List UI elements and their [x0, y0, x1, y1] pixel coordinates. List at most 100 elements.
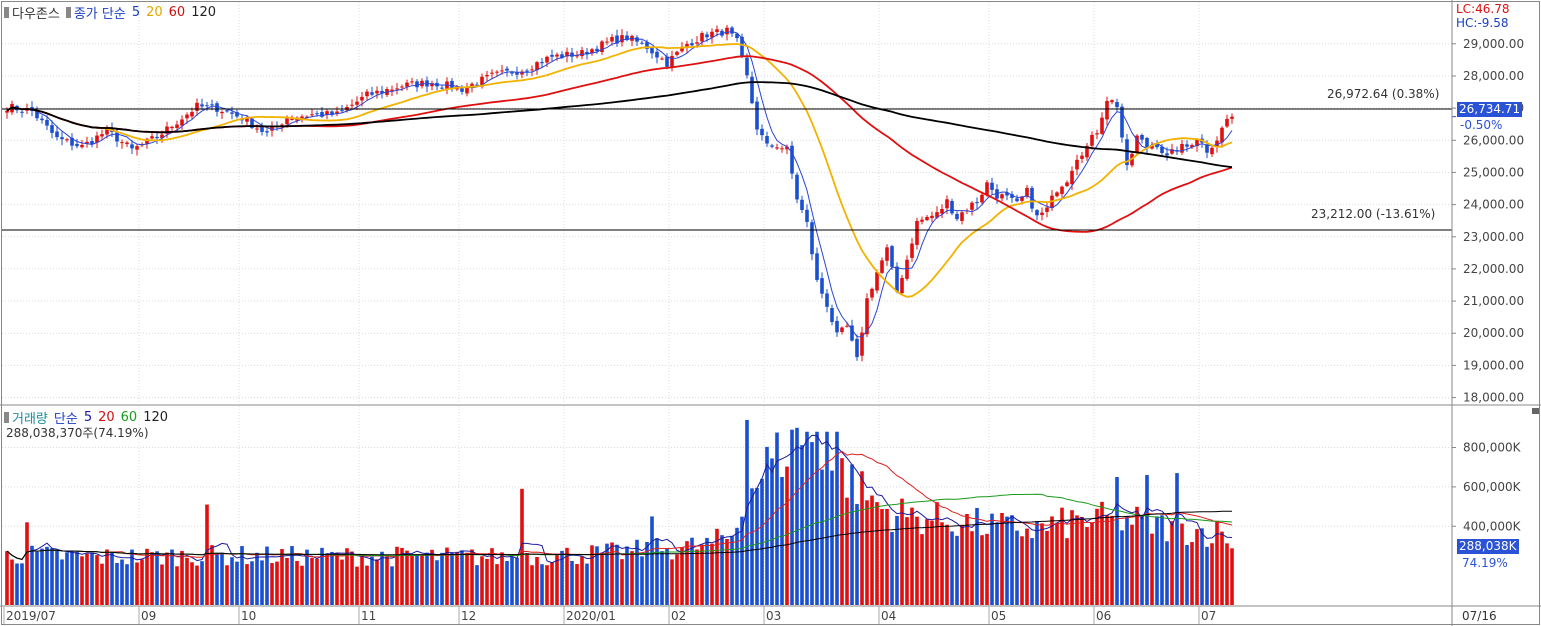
- volume-bar: [700, 544, 704, 605]
- volume-bar: [820, 469, 824, 605]
- price-title[interactable]: 다우존스: [4, 3, 60, 22]
- volume-bar: [1230, 548, 1234, 605]
- volume-bar: [510, 556, 514, 605]
- volume-bar: [1020, 536, 1024, 605]
- candle: [895, 266, 899, 292]
- price-tick-label: 18,000.00: [1463, 391, 1524, 405]
- volume-bar: [765, 446, 769, 605]
- x-axis-right-label: 07/16: [1462, 609, 1497, 623]
- candle: [885, 247, 889, 261]
- candle: [705, 34, 709, 38]
- volume-bar: [250, 561, 254, 605]
- candle: [360, 96, 364, 101]
- candle: [725, 27, 729, 35]
- volume-bar: [1180, 523, 1184, 605]
- candle: [990, 182, 994, 190]
- volume-bar: [375, 559, 379, 605]
- candle: [830, 308, 834, 322]
- volume-bar: [1065, 538, 1069, 605]
- volume-bar: [100, 563, 104, 605]
- candle: [1180, 143, 1184, 153]
- volume-title[interactable]: 거래량: [4, 408, 48, 427]
- candle: [1225, 118, 1229, 127]
- volume-bar: [300, 565, 304, 605]
- volume-bar: [710, 543, 714, 605]
- volume-bar: [865, 500, 869, 605]
- candle: [605, 41, 609, 43]
- volume-bar: [435, 560, 439, 605]
- candle: [930, 215, 934, 219]
- price-ma-60-label: 60: [168, 5, 186, 20]
- volume-ma-120-line: [6, 510, 1232, 560]
- volume-bar: [130, 549, 134, 605]
- price-ma-120-line: [6, 81, 1233, 169]
- volume-bar: [750, 488, 754, 605]
- candle: [755, 101, 759, 130]
- price-ma-20-line: [6, 43, 1233, 298]
- volume-bar: [80, 556, 84, 605]
- candle: [370, 92, 374, 95]
- candle: [960, 212, 964, 221]
- candle: [545, 56, 549, 63]
- hc-indicator: HC:-9.58: [1456, 16, 1509, 30]
- volume-bar: [175, 566, 179, 605]
- volume-bar: [655, 538, 659, 605]
- candle: [500, 70, 504, 72]
- volume-ma-120-label: 120: [143, 410, 169, 425]
- candle: [175, 124, 179, 128]
- volume-bar: [620, 559, 624, 605]
- volume-moving-averages: [6, 434, 1233, 564]
- candle: [90, 141, 94, 145]
- volume-bar: [1100, 501, 1104, 605]
- price-ma-20-label: 20: [146, 5, 163, 20]
- volume-bar: [390, 566, 394, 605]
- date-label: 02: [671, 609, 686, 623]
- volume-bar: [555, 553, 559, 605]
- price-tick-label: 29,000.00: [1463, 37, 1524, 51]
- volume-bar: [20, 563, 24, 605]
- volume-bar: [845, 497, 849, 605]
- candle: [915, 220, 919, 245]
- volume-bar: [15, 563, 19, 605]
- candle: [530, 69, 534, 71]
- candle: [935, 212, 939, 218]
- volume-bar: [950, 531, 954, 605]
- candle: [470, 83, 474, 88]
- candle: [5, 110, 9, 113]
- volume-bar: [380, 551, 384, 605]
- candle: [945, 199, 949, 209]
- volume-ma-legend[interactable]: 단순: [53, 412, 78, 427]
- volume-bar: [485, 558, 489, 605]
- candle: [215, 103, 219, 112]
- candle: [1135, 135, 1139, 154]
- volume-bar: [960, 524, 964, 605]
- price-ma-120-label: 120: [191, 5, 217, 20]
- candle: [785, 146, 789, 150]
- volume-bar: [530, 565, 534, 605]
- volume-bar: [570, 560, 574, 605]
- candle: [570, 52, 574, 57]
- candle: [1215, 140, 1219, 147]
- candle: [540, 62, 544, 64]
- volume-bar: [395, 546, 399, 605]
- candle: [745, 57, 749, 76]
- volume-bar: [540, 564, 544, 605]
- volume-bar: [420, 555, 424, 605]
- volume-bar: [580, 556, 584, 605]
- volume-bar: [565, 547, 569, 605]
- date-label: 11: [361, 609, 376, 623]
- candle: [185, 114, 189, 119]
- candle: [1025, 187, 1029, 197]
- volume-bar: [925, 519, 929, 605]
- date-label: 03: [766, 609, 781, 623]
- date-label: 04: [881, 609, 896, 623]
- price-ma-legend[interactable]: 종가 단순: [65, 3, 126, 22]
- price-ma-5-label: 5: [131, 5, 141, 20]
- volume-bar: [1075, 515, 1079, 605]
- volume-bar: [1090, 523, 1094, 605]
- candle: [365, 91, 369, 97]
- volume-bar: [805, 431, 809, 605]
- volume-bar: [145, 548, 149, 605]
- candle: [490, 72, 494, 74]
- candle: [1090, 134, 1094, 146]
